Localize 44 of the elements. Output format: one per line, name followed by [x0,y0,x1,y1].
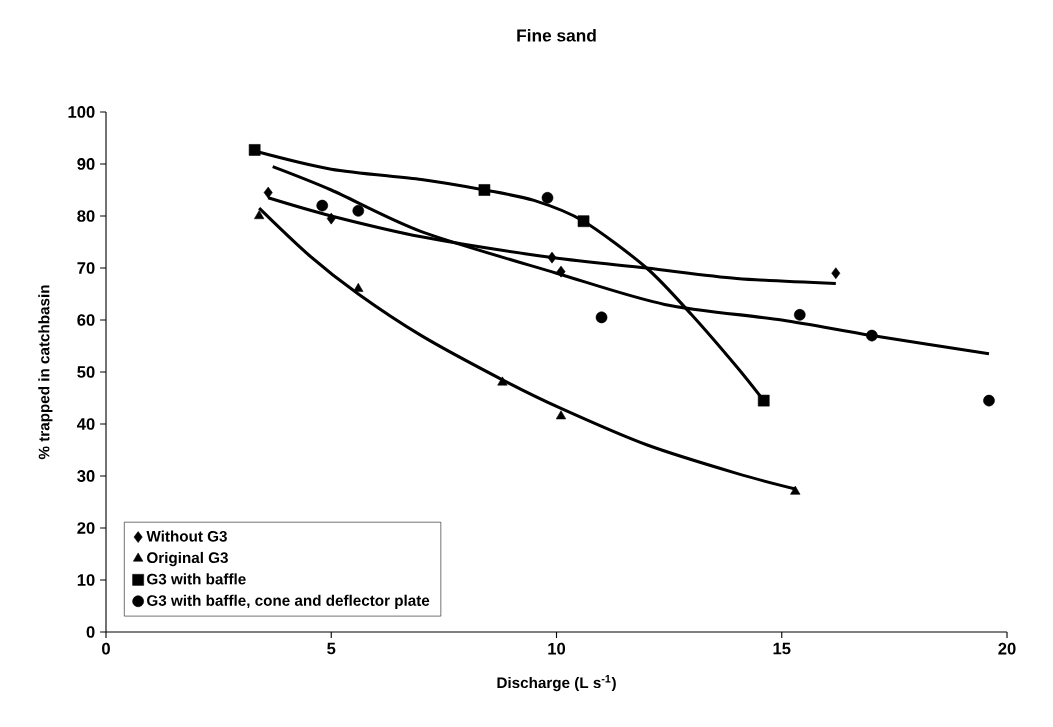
y-tick-label: 80 [77,210,95,222]
x-tick-label: 0 [102,642,110,655]
y-tick-label: 20 [77,522,95,534]
y-axis-title: % trapped in catchbasin [38,285,53,460]
point [555,410,567,420]
legend-label: Original G3 [147,551,228,567]
point [547,251,557,264]
point [326,212,336,225]
point [541,191,554,204]
point [790,485,801,495]
point [831,267,841,280]
x-tick-label: 5 [327,642,336,655]
x-tick-label: 20 [998,642,1016,655]
y-tick-label: 0 [86,626,95,638]
y-tick-label: 30 [77,470,95,482]
point [352,204,365,217]
y-tick-label: 50 [77,366,95,378]
chart-title: Fine sand [517,28,596,42]
x-axis-title: Discharge (L s$^{-1}$) [497,675,616,692]
point [793,308,806,321]
legend-label: G3 with baffle [147,573,246,585]
point [497,376,508,386]
y-tick-label: 60 [77,314,95,326]
point [866,329,878,342]
point [478,184,491,196]
point [595,311,608,324]
y-tick-label: 40 [77,418,95,430]
point [353,282,364,292]
x-tick-label: 10 [548,642,566,655]
point [316,199,329,212]
y-tick-label: 100 [68,106,95,118]
legend-label: Without G3 [146,530,227,542]
point [983,394,995,407]
y-tick-label: 70 [77,262,95,274]
y-tick-label: 90 [77,158,95,170]
point [577,215,590,228]
y-tick-label: 10 [77,574,95,586]
x-tick-label: 15 [773,642,791,655]
point [254,210,265,220]
point [556,265,566,278]
legend-label: G3 with baffle, cone and deflector plate [147,594,430,609]
point [263,186,273,199]
point [248,144,261,156]
point [757,394,770,407]
